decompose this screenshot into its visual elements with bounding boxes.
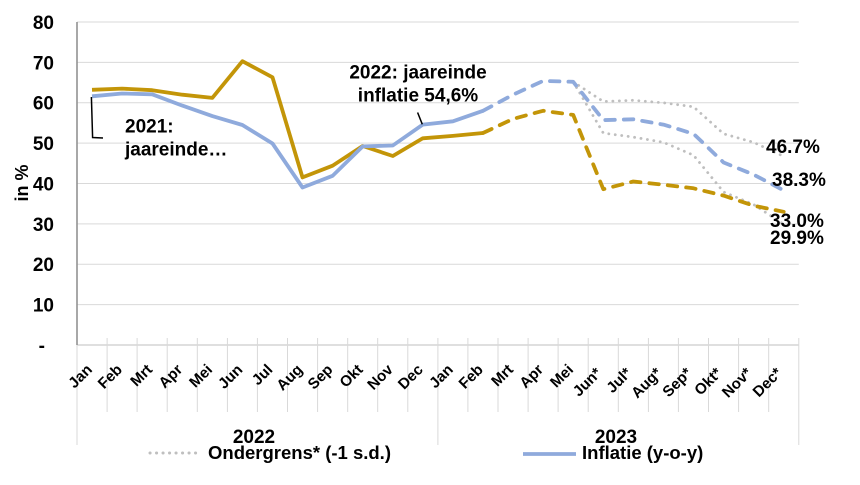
svg-text:Sep: Sep [305,361,337,393]
svg-text:30: 30 [33,215,54,236]
svg-text:Mrt: Mrt [488,361,517,390]
svg-text:Jun: Jun [215,361,246,392]
svg-text:Sep*: Sep* [659,365,695,401]
svg-text:Inflatie (y-o-y): Inflatie (y-o-y) [582,442,703,463]
svg-text:Mrt: Mrt [127,361,156,390]
svg-text:70: 70 [33,53,54,74]
svg-text:2022: jaareinde: 2022: jaareinde [349,63,486,84]
svg-text:in %: in % [12,164,32,201]
svg-text:Feb: Feb [95,361,126,392]
svg-text:Aug*: Aug* [628,365,665,402]
svg-text:Apr: Apr [516,361,547,392]
svg-text:Jan: Jan [65,361,96,392]
svg-text:2023: 2023 [595,427,637,448]
svg-text:20: 20 [33,255,54,276]
svg-text:60: 60 [33,94,54,115]
svg-text:inflatie 54,6%: inflatie 54,6% [358,86,478,107]
svg-text:Ondergrens* (-1 s.d.): Ondergrens* (-1 s.d.) [208,442,391,463]
svg-text:46.7%: 46.7% [766,137,820,158]
svg-text:2022: 2022 [233,427,275,448]
svg-text:40: 40 [33,174,54,195]
svg-text:38.3%: 38.3% [772,170,826,191]
svg-text:50: 50 [33,134,54,155]
svg-text:Dec: Dec [395,361,427,393]
svg-text:80: 80 [33,13,54,34]
svg-text:10: 10 [33,296,54,317]
svg-text:2021:: 2021: [125,117,174,138]
svg-text:Apr: Apr [156,361,187,392]
svg-text:Okt*: Okt* [691,365,725,399]
svg-text:Nov: Nov [364,361,397,394]
svg-text:Mei: Mei [186,361,216,391]
svg-text:Jul: Jul [249,361,277,389]
svg-text:Dec*: Dec* [750,365,786,401]
svg-text:Jun*: Jun* [570,365,605,400]
svg-text:Aug: Aug [273,361,306,394]
svg-text:Feb: Feb [456,361,487,392]
svg-text:Jan: Jan [426,361,457,392]
svg-text:jaareinde…: jaareinde… [124,140,227,161]
svg-text:33.0%: 33.0% [770,211,824,232]
svg-text:29.9%: 29.9% [770,228,824,249]
svg-text:Okt: Okt [337,361,367,391]
svg-text:Nov*: Nov* [719,365,756,402]
svg-text:-: - [39,336,45,357]
